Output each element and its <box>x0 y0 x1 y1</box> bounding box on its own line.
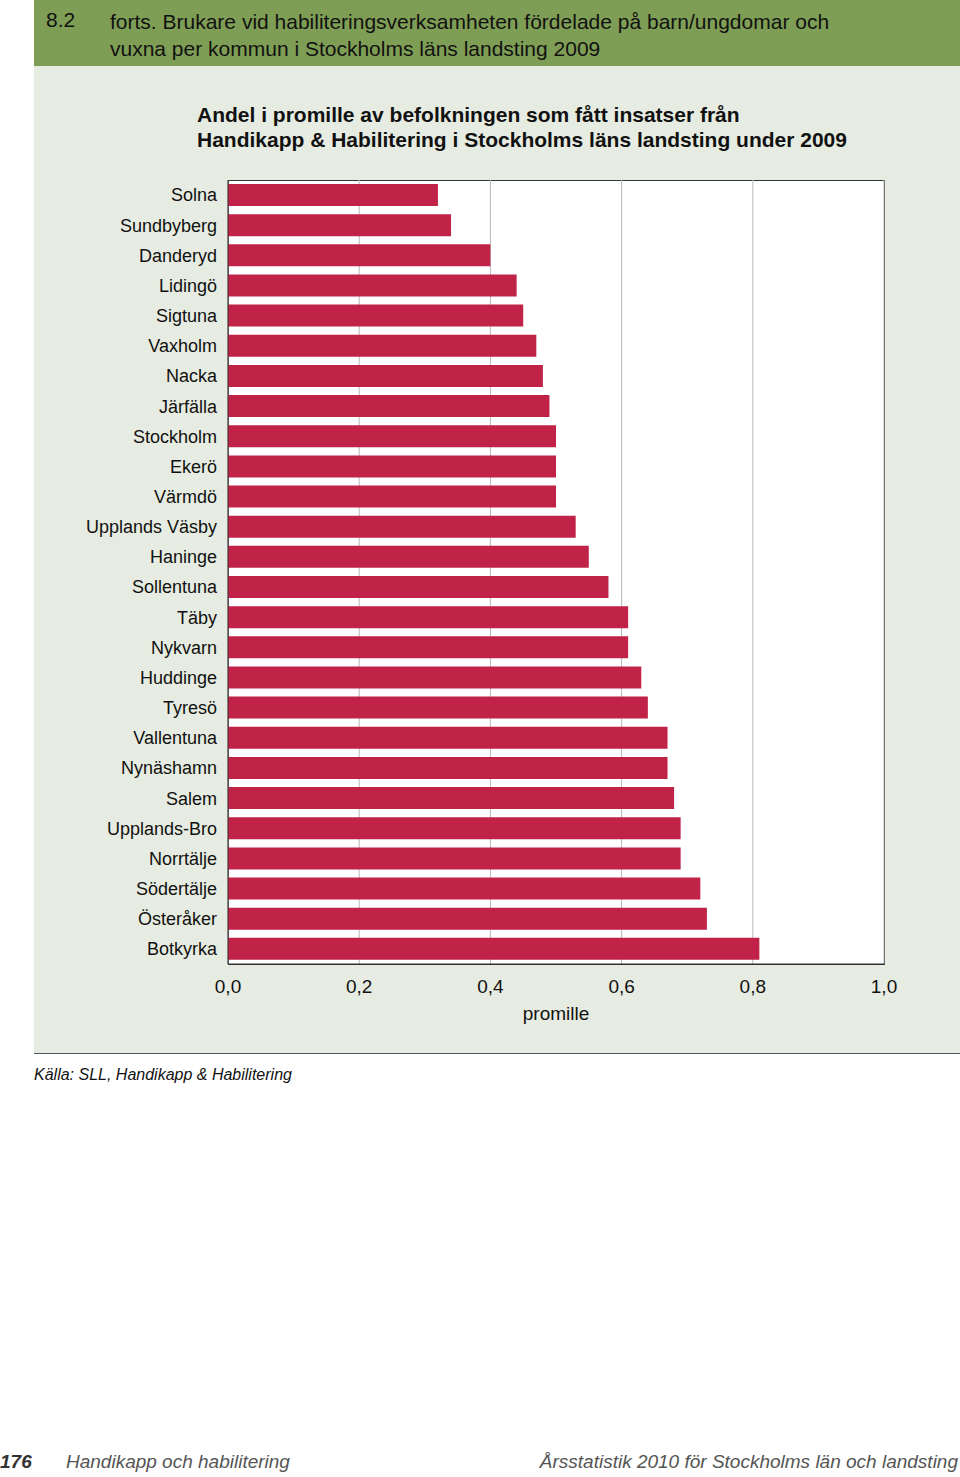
svg-text:Haninge: Haninge <box>150 547 217 567</box>
svg-text:Värmdö: Värmdö <box>154 487 217 507</box>
svg-text:Sundbyberg: Sundbyberg <box>120 216 217 236</box>
svg-text:Sigtuna: Sigtuna <box>156 306 218 326</box>
html-text:Handikapp & Habilitering i Sto: Handikapp & Habilitering i Stockholms lä… <box>197 128 847 151</box>
html-text:Årsstatistik 2010 för Stockhol: Årsstatistik 2010 för Stockholms län och… <box>539 1451 958 1472</box>
html-text:Andel i promille av befolkning: Andel i promille av befolkningen som fåt… <box>197 103 740 126</box>
svg-text:promille: promille <box>523 1003 590 1024</box>
svg-text:Salem: Salem <box>166 789 217 809</box>
svg-text:0,0: 0,0 <box>215 976 241 997</box>
svg-text:Vaxholm: Vaxholm <box>148 336 217 356</box>
svg-text:Upplands Väsby: Upplands Väsby <box>86 517 217 537</box>
svg-text:Ekerö: Ekerö <box>170 457 217 477</box>
svg-text:Täby: Täby <box>177 608 217 628</box>
svg-text:Österåker: Österåker <box>138 909 217 929</box>
html-text:vuxna per kommun i Stockholms: vuxna per kommun i Stockholms läns lands… <box>110 37 601 60</box>
html-text:forts. Brukare vid habiliterin: forts. Brukare vid habiliteringsverksamh… <box>110 10 830 33</box>
svg-text:Södertälje: Södertälje <box>136 879 217 899</box>
svg-text:0,4: 0,4 <box>477 976 504 997</box>
svg-text:Lidingö: Lidingö <box>159 276 217 296</box>
svg-text:Huddinge: Huddinge <box>140 668 217 688</box>
svg-text:Danderyd: Danderyd <box>139 246 217 266</box>
html-text:Källa: SLL, Handikapp & Habili: Källa: SLL, Handikapp & Habilitering <box>34 1066 292 1083</box>
svg-text:Norrtälje: Norrtälje <box>149 849 217 869</box>
svg-text:Nynäshamn: Nynäshamn <box>121 758 217 778</box>
svg-text:Tyresö: Tyresö <box>163 698 217 718</box>
svg-text:1,0: 1,0 <box>871 976 897 997</box>
svg-text:Nacka: Nacka <box>166 366 218 386</box>
svg-text:0,8: 0,8 <box>740 976 766 997</box>
html-text:Handikapp och habilitering: Handikapp och habilitering <box>66 1451 290 1472</box>
svg-text:Sollentuna: Sollentuna <box>132 577 218 597</box>
html-text:8.2: 8.2 <box>46 8 76 31</box>
svg-text:Stockholm: Stockholm <box>133 427 217 447</box>
svg-text:Vallentuna: Vallentuna <box>133 728 218 748</box>
html-text:176: 176 <box>0 1451 32 1472</box>
svg-text:Upplands-Bro: Upplands-Bro <box>107 819 217 839</box>
svg-text:0,6: 0,6 <box>608 976 634 997</box>
svg-text:Solna: Solna <box>171 185 218 205</box>
svg-text:0,2: 0,2 <box>346 976 372 997</box>
svg-text:Botkyrka: Botkyrka <box>147 939 218 959</box>
svg-text:Nykvarn: Nykvarn <box>151 638 217 658</box>
svg-text:Järfälla: Järfälla <box>159 397 218 417</box>
